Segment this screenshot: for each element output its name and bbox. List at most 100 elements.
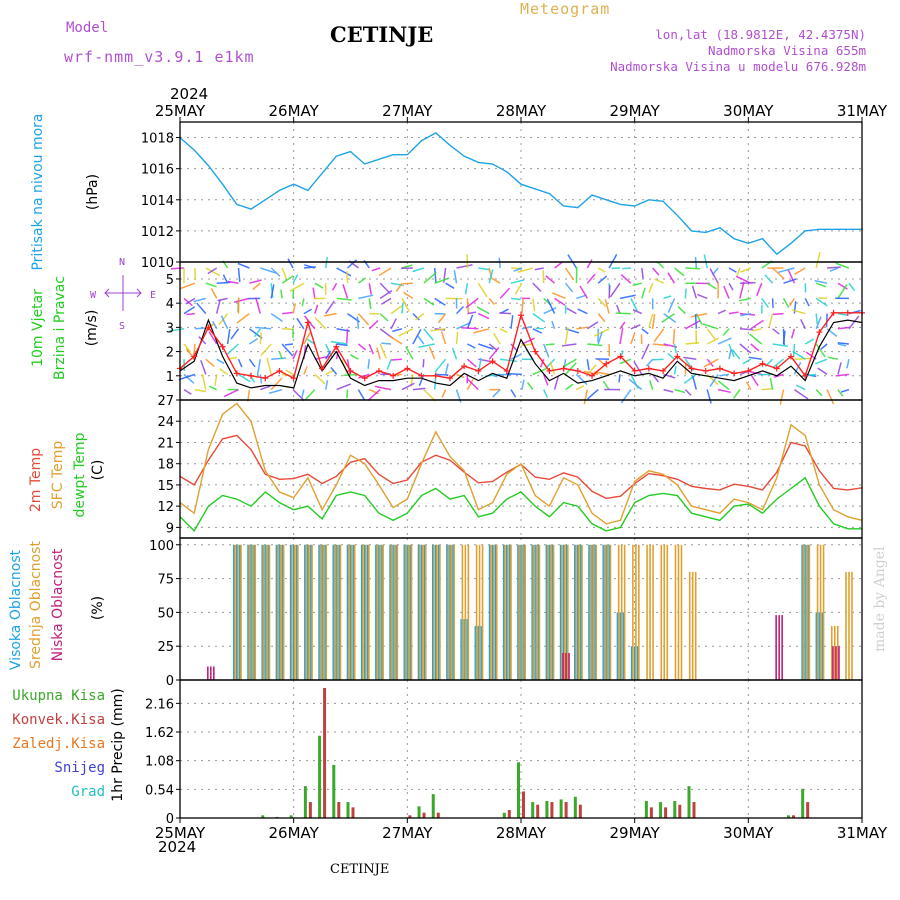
wind-vector [256, 359, 262, 376]
wind-vector [422, 359, 425, 368]
wind-vector [222, 274, 229, 284]
y-tick-label: 0 [166, 674, 174, 689]
wind-vector [185, 297, 196, 305]
wind-dir-letter: S [119, 321, 125, 332]
precip-bar [346, 802, 350, 818]
wind-vector [748, 356, 762, 360]
wind-vector [270, 377, 283, 391]
wind-vector [398, 328, 414, 337]
x-tick-label-bottom: 28MAY [496, 824, 547, 842]
x-tick-label-top: 30MAY [723, 102, 774, 120]
gust-marker [731, 370, 738, 377]
wind-vector [587, 389, 599, 400]
wind-vector [632, 282, 642, 287]
wind-vector [723, 285, 730, 299]
wind-vector [368, 298, 372, 310]
wind-vector [761, 297, 769, 308]
wind-vector [186, 312, 195, 316]
wind-vector [401, 382, 415, 391]
precip-bar [801, 788, 805, 818]
wind-vector [674, 388, 686, 394]
wind-vector [778, 267, 795, 274]
gust-marker [660, 367, 667, 374]
wind-vector [514, 282, 523, 295]
wind-vector [301, 298, 305, 307]
wind-vector [281, 267, 288, 280]
wind-vector [667, 272, 676, 284]
gust-marker [617, 353, 624, 360]
wind-vector [196, 302, 207, 315]
wind-vector [303, 308, 313, 315]
wind-vector [583, 370, 599, 376]
wind-vector [390, 305, 403, 315]
wind-vector [260, 267, 277, 274]
y-tick-label: 100 [149, 539, 174, 554]
y-tick-label: 18 [157, 458, 174, 473]
wind-vector [793, 388, 809, 400]
wind-vector [223, 388, 239, 398]
wind-vector [303, 366, 308, 375]
wind-vector [314, 304, 319, 314]
wind-vector [214, 374, 218, 386]
wind-vector [739, 281, 756, 284]
precip-legend-item: Konvek.Kisa [12, 712, 105, 728]
wind-vector [545, 343, 555, 346]
y-tick-label: 1012 [141, 225, 174, 240]
wind-vector [281, 343, 294, 357]
wind-vector [750, 373, 759, 387]
wind-vector [477, 312, 490, 320]
wind-vector [661, 312, 675, 323]
gust-marker [262, 375, 269, 382]
wind-vector [325, 300, 335, 315]
wind-vector [219, 368, 229, 376]
gust-marker [475, 367, 482, 374]
y-tick-label: 3 [166, 321, 174, 336]
wind-vector [829, 267, 839, 272]
wind-vector [630, 333, 636, 345]
wind-vector [539, 358, 545, 368]
wind-vector [357, 343, 367, 351]
wind-vector [732, 389, 741, 399]
wind-vector [491, 277, 501, 284]
wind-vector [837, 312, 848, 316]
wind-vector [840, 388, 850, 393]
gust-marker [503, 367, 510, 374]
wind-vector [740, 312, 751, 317]
wind-vector [815, 389, 823, 397]
wind-vector [342, 283, 349, 299]
y-tick-label: 1014 [141, 194, 174, 209]
wind-vector [772, 312, 784, 316]
wind-vector [292, 349, 298, 360]
gust-marker [518, 312, 524, 319]
wind-vector [815, 343, 826, 358]
wind-vector [226, 329, 231, 345]
wind-vector [706, 328, 716, 340]
precip-bar [332, 764, 336, 818]
precip-bar [578, 804, 582, 818]
wind-vector [551, 320, 556, 330]
precip-bar [659, 802, 663, 818]
wind-vector [526, 382, 534, 391]
wind-vector [368, 320, 379, 330]
wind-vector [292, 303, 297, 314]
precip-bar [806, 802, 810, 818]
y-tick-label: 4 [166, 297, 174, 312]
gust-marker [461, 363, 468, 370]
wind-vector [632, 308, 643, 315]
wind-vector [692, 375, 698, 390]
wind-vector [510, 353, 522, 360]
wind-vector [456, 321, 472, 330]
wind-vector [336, 267, 352, 277]
wind-vector [499, 312, 512, 315]
precip-bar [303, 786, 307, 818]
wind-vector [620, 274, 632, 284]
wind-vector [194, 388, 207, 393]
wind-vector [510, 297, 521, 301]
gust-marker [631, 367, 638, 374]
wind-vector [323, 312, 337, 317]
wind-vector [567, 254, 578, 269]
wind-vector [738, 297, 751, 302]
temperature-series-line [179, 402, 863, 525]
wind-vector [248, 338, 258, 345]
precip-bar [351, 807, 355, 818]
